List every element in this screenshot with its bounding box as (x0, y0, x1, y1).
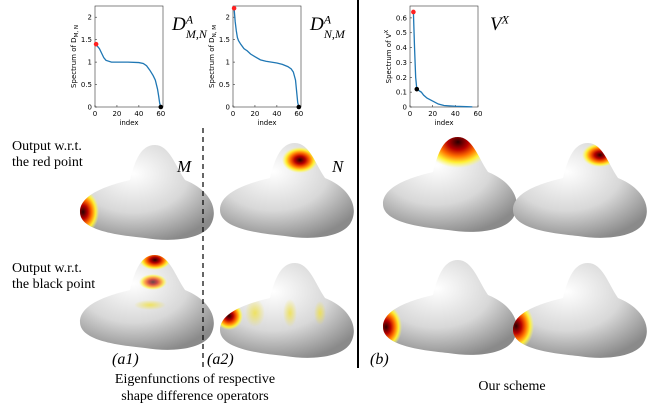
y-tick-label: 1.5 (81, 36, 92, 44)
x-tick-label: 0 (231, 110, 235, 118)
chart-title-base: D (171, 14, 186, 35)
row-label: the red point (12, 155, 83, 170)
y-tick-label: 1 (88, 59, 92, 67)
y-tick-label: 0 (88, 104, 92, 112)
shapes (80, 137, 647, 358)
chart-title: DA N,M (309, 12, 346, 40)
line (412, 11, 473, 108)
y-tick-label: 0.5 (396, 29, 407, 37)
y-tick-label: 0.6 (396, 14, 408, 22)
panel-label: (a1) (112, 351, 139, 368)
plot-frame (94, 5, 164, 108)
point (411, 9, 416, 15)
y-tick-label: 0.1 (396, 89, 407, 97)
y-tick-label: 1.5 (219, 36, 230, 44)
x-tick-label: 40 (134, 110, 143, 118)
panel-label: (a2) (207, 351, 234, 368)
x-tick-label: 0 (408, 110, 412, 118)
chart: 0 0.1 0.2 0.3 0.4 0.5 0.6 0 20 40 60 index Spectrum … (384, 5, 483, 127)
x-axis-label: index (119, 119, 138, 127)
line (233, 8, 300, 108)
y-tick-label: 0.5 (81, 81, 92, 89)
line (95, 43, 162, 108)
point (296, 104, 302, 110)
shape-label: M (176, 157, 192, 176)
chart-title: DA M,N (171, 12, 208, 40)
x-tick-label: 60 (474, 110, 483, 118)
shape (80, 255, 214, 350)
x-tick-label: 60 (156, 110, 165, 118)
y-tick-label: 2 (226, 14, 230, 22)
chart-title-base: V (490, 14, 504, 35)
x-tick-label: 20 (250, 110, 259, 118)
caption: Our scheme (478, 379, 545, 394)
y-axis-label-sub: N, M (212, 25, 218, 38)
y-axis-label-base: Spectrum of D (208, 37, 216, 88)
plot-frame (232, 5, 302, 108)
y-tick-label: 0.5 (219, 81, 230, 89)
shape (513, 263, 647, 358)
plot-frame (409, 5, 479, 108)
chart-title-sup: A (323, 12, 332, 26)
shape (513, 143, 647, 238)
row-label: Output w.r.t. (12, 139, 82, 154)
y-tick-label: 2 (88, 14, 92, 22)
chart-title-sup: A (185, 12, 194, 26)
y-axis-label: Spectrum of DN, M (208, 25, 218, 88)
point (414, 86, 420, 92)
panel-label: (b) (370, 351, 389, 368)
caption: Eigenfunctions of respective (115, 372, 275, 387)
y-tick-label: 0.3 (396, 59, 407, 67)
y-axis-label-base: Spectrum of V (385, 33, 393, 83)
chart-title-base: D (309, 14, 324, 35)
x-axis-label: index (257, 119, 276, 127)
shape (220, 143, 354, 238)
y-tick-label: 1 (226, 59, 230, 67)
x-axis-label: index (434, 119, 453, 127)
x-tick-label: 20 (428, 110, 437, 118)
labels: Output w.r.t. the red point Output w.r.t… (12, 139, 546, 404)
shape (383, 137, 517, 232)
y-axis-label-base: Spectrum of D (70, 37, 78, 88)
x-tick-label: 60 (294, 110, 303, 118)
shape (383, 260, 517, 355)
x-tick-label: 20 (112, 110, 121, 118)
row-label: Output w.r.t. (12, 261, 82, 276)
shape (80, 145, 214, 240)
shape-label: N (331, 157, 345, 176)
point (231, 5, 237, 11)
y-tick-label: 0 (226, 104, 230, 112)
point (93, 41, 99, 47)
y-axis-label: Spectrum of DM, N (70, 25, 80, 88)
y-tick-label: 0 (403, 104, 407, 112)
y-axis-label: Spectrum of VX (384, 29, 393, 83)
x-tick-label: 0 (93, 110, 97, 118)
chart-title-sub: N,M (323, 27, 346, 41)
chart-title-sup: X (501, 12, 510, 26)
y-axis-label-sup: X (384, 29, 390, 33)
caption: shape difference operators (121, 389, 268, 404)
y-axis-label-sub: M, N (74, 25, 80, 37)
y-tick-label: 0.2 (396, 74, 407, 82)
point (158, 104, 164, 110)
chart-title: VX (490, 12, 510, 35)
shape (220, 263, 354, 358)
x-tick-label: 40 (451, 110, 460, 118)
row-label: the black point (12, 277, 95, 292)
y-tick-label: 0.4 (396, 44, 408, 52)
chart-title-sub: M,N (185, 27, 208, 41)
x-tick-label: 40 (272, 110, 281, 118)
